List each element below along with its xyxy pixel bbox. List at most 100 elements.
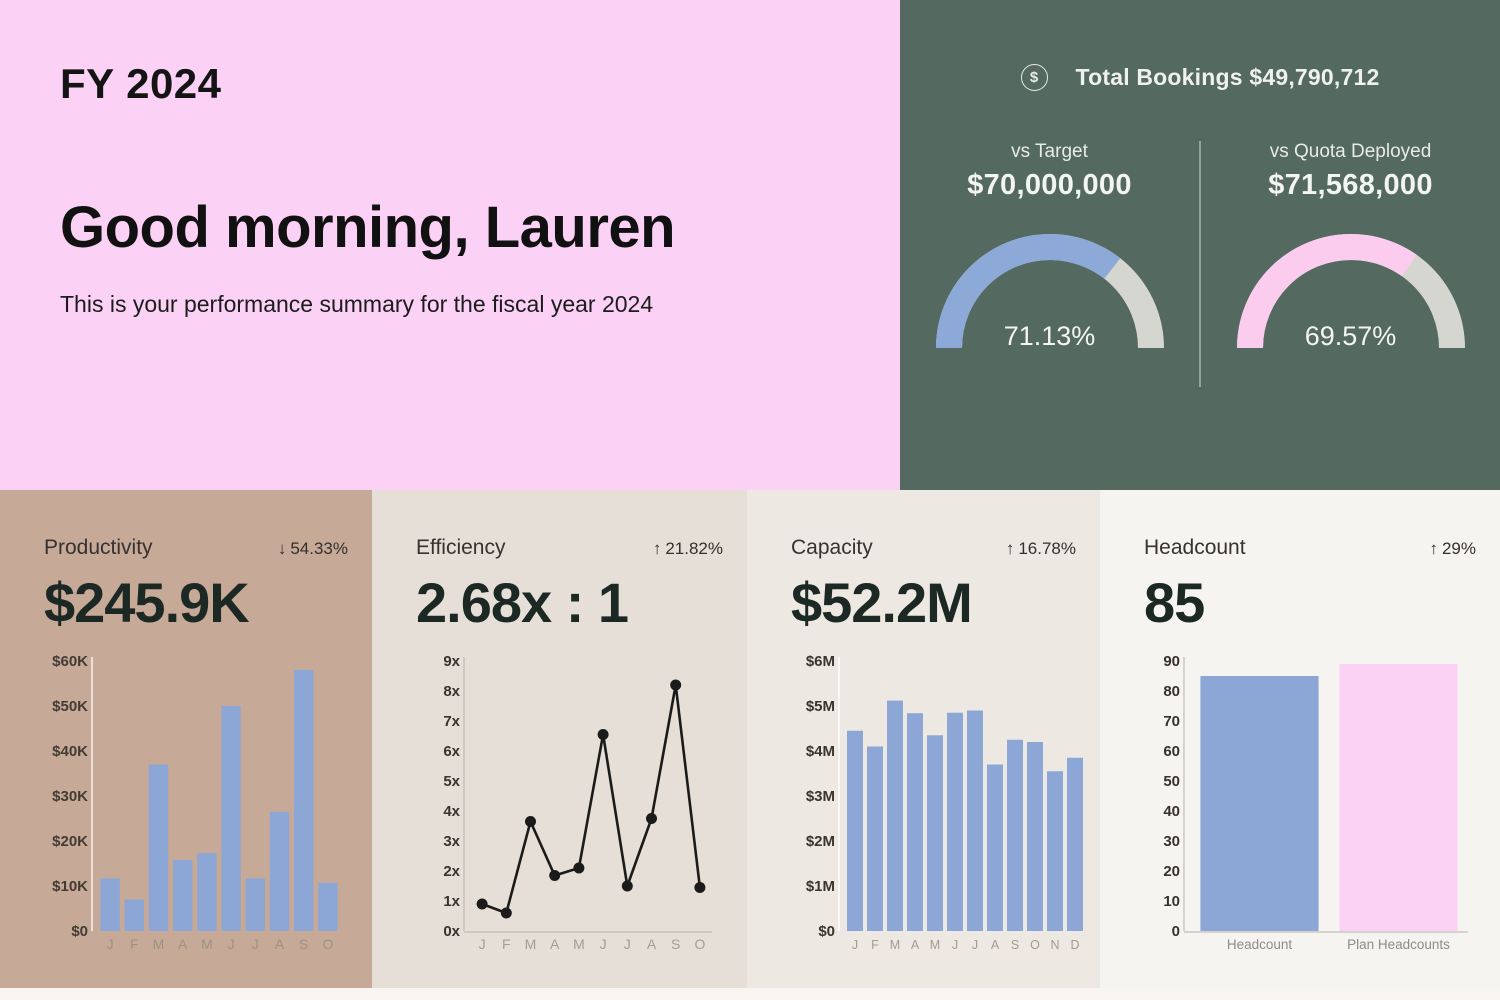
total-bookings-header: $ Total Bookings $49,790,712 bbox=[900, 0, 1500, 91]
x-axis-category-label: Headcount bbox=[1227, 937, 1293, 952]
y-axis-tick-label: 3x bbox=[443, 833, 460, 850]
quota-gauge-section: vs Quota Deployed $71,568,000 69.57% bbox=[1201, 141, 1500, 387]
x-axis-category-label: A bbox=[178, 936, 188, 952]
dollar-glyph: $ bbox=[1029, 69, 1039, 86]
y-axis-tick-label: 80 bbox=[1163, 683, 1180, 700]
x-axis-category-label: J bbox=[228, 936, 235, 952]
greeting-subtitle: This is your performance summary for the… bbox=[60, 290, 654, 317]
dollar-circle-icon: $ bbox=[1020, 64, 1048, 91]
x-axis-category-label: J bbox=[972, 938, 978, 952]
target-gauge-amount: $70,000,000 bbox=[967, 169, 1132, 201]
y-axis-tick-label: 60 bbox=[1163, 743, 1180, 760]
bar bbox=[967, 710, 983, 931]
data-point bbox=[573, 862, 585, 874]
y-axis-tick-label: 70 bbox=[1163, 713, 1180, 730]
x-axis-category-label: S bbox=[1011, 938, 1019, 952]
kpi-value: 85 bbox=[1144, 571, 1205, 634]
y-axis-tick-label: 0 bbox=[1172, 923, 1180, 940]
x-axis-category-label: J bbox=[600, 936, 607, 952]
data-point bbox=[597, 729, 609, 740]
bar bbox=[124, 899, 144, 931]
x-axis-category-label: M bbox=[153, 936, 165, 952]
data-point bbox=[525, 816, 536, 827]
bar bbox=[1027, 742, 1043, 931]
y-axis-tick-label: $5M bbox=[806, 698, 835, 715]
bar bbox=[1339, 664, 1458, 931]
y-axis-tick-label: $2M bbox=[806, 833, 835, 850]
y-axis-tick-label: 7x bbox=[443, 713, 460, 730]
target-gauge-section: vs Target $70,000,000 71.13% bbox=[900, 141, 1199, 387]
bar bbox=[318, 882, 338, 931]
y-axis-tick-label: 30 bbox=[1163, 833, 1180, 850]
delta-badge: ↑ 29% bbox=[1429, 539, 1476, 559]
quota-gauge-label: vs Quota Deployed bbox=[1269, 141, 1432, 162]
total-bookings-title: Total Bookings $49,790,712 bbox=[1075, 64, 1380, 90]
bar bbox=[148, 764, 169, 931]
card-header: Efficiency ↑ 21.82% bbox=[416, 536, 723, 560]
bar bbox=[269, 811, 290, 931]
bar bbox=[100, 878, 120, 931]
card-title: Efficiency bbox=[416, 536, 506, 559]
x-axis-category-label: J bbox=[107, 936, 114, 952]
y-axis-tick-label: $60K bbox=[52, 653, 88, 670]
delta-badge: ↑ 16.78% bbox=[1006, 539, 1076, 559]
card-header: Productivity ↓ 54.33% bbox=[44, 536, 348, 560]
data-point bbox=[621, 880, 633, 892]
delta-badge: ↓ 54.33% bbox=[278, 539, 348, 559]
y-axis-tick-label: $6M bbox=[806, 653, 835, 670]
data-point bbox=[694, 882, 706, 893]
x-axis-category-label: O bbox=[694, 936, 705, 952]
y-axis-tick-label: 4x bbox=[443, 803, 460, 820]
quota-gauge-arc bbox=[1236, 234, 1465, 349]
x-axis-category-label: J bbox=[479, 936, 486, 952]
y-axis-tick-label: 2x bbox=[443, 863, 460, 880]
bar bbox=[947, 712, 963, 931]
y-axis-tick-label: 50 bbox=[1163, 773, 1180, 790]
kpi-card-capacity: Capacity ↑ 16.78% $52.2M $6M $5M $4M $3M $2M $… bbox=[747, 490, 1100, 988]
x-axis-category-label: J bbox=[624, 936, 631, 952]
delta-badge: ↑ 21.82% bbox=[653, 539, 723, 559]
y-axis-tick-label: 0x bbox=[443, 923, 460, 940]
headcount-bar-chart: 90 80 70 60 50 40 30 20 10 0 Headcount Plan Headcou… bbox=[1163, 653, 1468, 952]
kpi-card-headcount: Headcount ↑ 29% 85 90 80 70 60 50 40 30 20 10 0 Hea… bbox=[1100, 490, 1500, 988]
delta-value: 21.82% bbox=[665, 539, 723, 558]
x-axis-category-label: J bbox=[852, 938, 858, 952]
x-axis-category-label: F bbox=[502, 936, 511, 952]
bar bbox=[1047, 771, 1063, 931]
card-header: Headcount ↑ 29% bbox=[1144, 536, 1476, 560]
bar bbox=[907, 713, 923, 931]
data-point bbox=[670, 679, 682, 691]
bar bbox=[987, 764, 1003, 931]
data-point bbox=[476, 898, 488, 910]
y-axis-tick-label: $4M bbox=[806, 743, 835, 760]
capacity-bar-chart: $6M$5M$4M$3M$2M$1M$0J F M A M J J A S O N D bbox=[806, 653, 1083, 952]
x-axis-category-label: J bbox=[252, 936, 259, 952]
card-title: Headcount bbox=[1144, 536, 1246, 559]
x-axis-category-label: A bbox=[911, 938, 920, 952]
y-axis-tick-label: $40K bbox=[52, 743, 88, 760]
y-axis-tick-label: 1x bbox=[443, 893, 460, 910]
y-axis-tick-label: 5x bbox=[443, 773, 460, 790]
arrow-up-icon: ↑ bbox=[652, 539, 662, 558]
hero-panel: FY 2024 Good morning, Lauren This is you… bbox=[0, 0, 900, 490]
bar bbox=[221, 706, 241, 931]
y-axis-tick-label: 10 bbox=[1163, 893, 1180, 910]
line-series bbox=[481, 684, 702, 915]
kpi-card-efficiency: Efficiency ↑ 21.82% 2.68x : 1 9x 8x 7x 6x 5x 4… bbox=[372, 490, 747, 988]
target-gauge-arc bbox=[935, 234, 1164, 349]
arrow-up-icon: ↑ bbox=[1005, 539, 1015, 558]
x-axis-category-label: F bbox=[130, 936, 139, 952]
x-axis-category-label: M bbox=[573, 936, 585, 952]
target-gauge-percent: 71.13% bbox=[1003, 321, 1096, 351]
x-axis-category-label: M bbox=[201, 936, 213, 952]
x-axis-category-label: F bbox=[871, 938, 879, 952]
y-axis-tick-label: 8x bbox=[443, 683, 460, 700]
y-axis-tick-label: 6x bbox=[443, 743, 460, 760]
bookings-panel: $ Total Bookings $49,790,712 vs Target $… bbox=[900, 0, 1500, 490]
arrow-down-icon: ↓ bbox=[277, 539, 287, 558]
quota-gauge-percent: 69.57% bbox=[1304, 321, 1397, 351]
productivity-bar-chart: $60K$50K$40K$30K$20K$10K$0J F M A M J J A S O bbox=[52, 653, 338, 952]
x-axis-category-label: A bbox=[647, 936, 657, 952]
x-axis-category-label: Plan Headcounts bbox=[1347, 937, 1450, 952]
card-title: Capacity bbox=[791, 536, 873, 559]
